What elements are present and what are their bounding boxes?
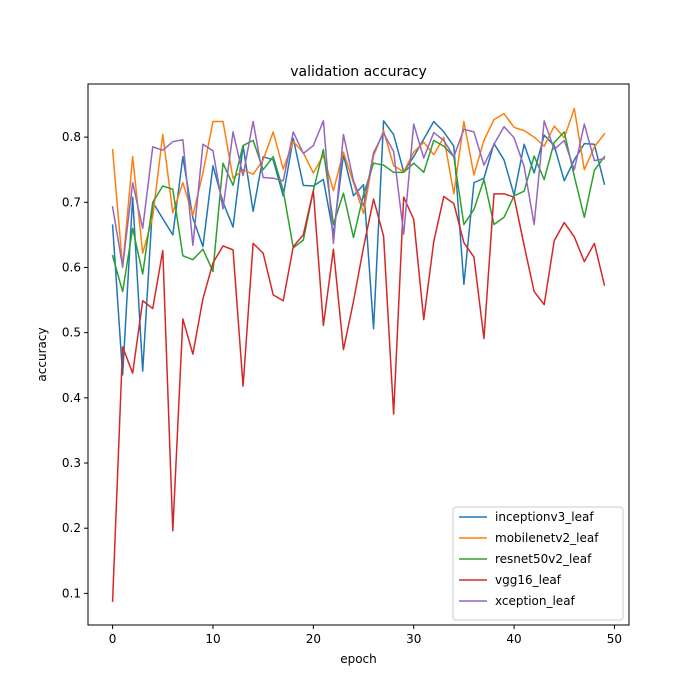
- y-tick-label: 0.3: [62, 456, 81, 470]
- series-lines: [111, 107, 606, 602]
- axis-ticks: 0 10 20 30 40 50 0.1 0.2 0.3 0.4 0.5 0.6 0.7 0.8: [62, 130, 622, 646]
- legend-box: [452, 506, 624, 621]
- plot-frame: [87, 83, 630, 626]
- x-tick-label: 20: [306, 632, 321, 646]
- y-tick-label: 0.6: [62, 260, 81, 274]
- y-tick-label: 0.8: [62, 130, 81, 144]
- y-tick-label: 0.5: [62, 326, 81, 340]
- legend: inceptionv3_leaf mobilenetv2_leaf resnet50…: [452, 506, 624, 621]
- y-tick-label: 0.4: [62, 391, 81, 405]
- x-tick-label: 30: [406, 632, 421, 646]
- x-tick-label: 10: [205, 632, 220, 646]
- legend-label: mobilenetv2_leaf: [495, 531, 599, 545]
- chart-title: validation accuracy: [290, 64, 427, 80]
- x-tick-label: 40: [506, 632, 521, 646]
- legend-label: xception_leaf: [495, 594, 576, 608]
- x-axis-label: epoch: [340, 652, 377, 666]
- y-axis-label: accuracy: [35, 327, 49, 381]
- y-tick-label: 0.2: [62, 521, 81, 535]
- legend-label: inceptionv3_leaf: [495, 510, 594, 524]
- series-line-resnet50v2-leaf: [111, 131, 606, 293]
- series-line-xception-leaf: [111, 120, 606, 268]
- y-tick-label: 0.7: [62, 195, 81, 209]
- series-line-mobilenetv2-leaf: [111, 107, 606, 269]
- x-tick-label: 50: [607, 632, 622, 646]
- x-tick-label: 0: [109, 632, 117, 646]
- legend-label: vgg16_leaf: [495, 573, 562, 587]
- legend-label: resnet50v2_leaf: [495, 552, 592, 566]
- y-tick-label: 0.1: [62, 586, 81, 600]
- series-line-vgg16-leaf: [111, 189, 606, 602]
